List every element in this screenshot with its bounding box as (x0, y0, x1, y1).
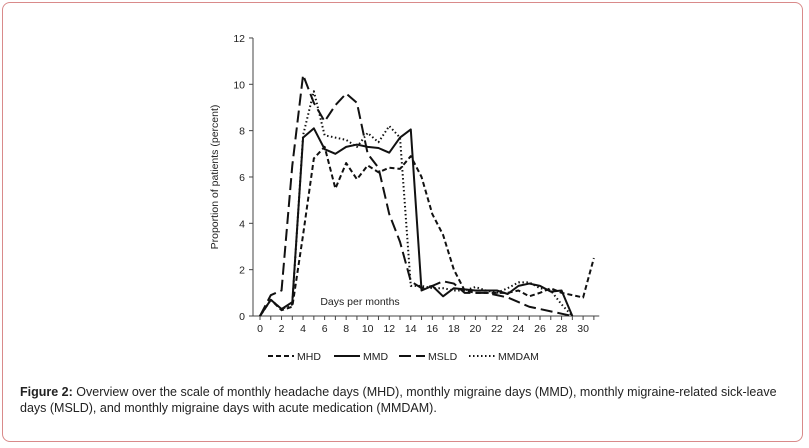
caption-text: Overview over the scale of monthly heada… (20, 385, 777, 415)
y-tick-label: 4 (239, 218, 245, 230)
series-line-mhd (259, 145, 595, 317)
x-tick-label: 8 (343, 323, 349, 335)
legend-label-mmd: MMD (363, 351, 388, 363)
x-tick-label: 12 (383, 323, 395, 335)
x-tick-label: 4 (300, 323, 306, 335)
y-tick-label: 8 (239, 126, 245, 138)
legend-label-msld: MSLD (428, 351, 458, 363)
figure-frame (2, 2, 803, 442)
x-tick-label: 24 (513, 323, 525, 335)
x-tick-label: 10 (362, 323, 374, 335)
x-tick-label: 20 (470, 323, 482, 335)
figure-caption: Figure 2: Overview over the scale of mon… (20, 384, 795, 416)
series-line-mmd (259, 127, 574, 317)
x-tick-label: 22 (491, 323, 503, 335)
x-tick-label: 28 (556, 323, 568, 335)
x-tick-label: 2 (279, 323, 285, 335)
x-tick-label: 6 (322, 323, 328, 335)
x-tick-label: 18 (448, 323, 460, 335)
x-tick-label: 16 (426, 323, 438, 335)
x-axis-label: Days per months (320, 296, 399, 308)
y-tick-label: 12 (233, 33, 245, 45)
y-tick-label: 10 (233, 79, 245, 91)
x-tick-label: 14 (405, 323, 417, 335)
legend-label-mmdam: MMDAM (498, 351, 539, 363)
y-axis-label: Proportion of patients (percent) (209, 105, 221, 250)
y-tick-label: 2 (239, 265, 245, 277)
x-tick-label: 30 (577, 323, 589, 335)
caption-label: Figure 2: (20, 385, 73, 399)
legend-label-mhd: MHD (297, 351, 321, 363)
x-tick-label: 0 (257, 323, 263, 335)
y-tick-label: 0 (239, 311, 245, 323)
y-tick-label: 6 (239, 172, 245, 184)
series-line-mmdam (259, 90, 574, 317)
x-tick-label: 26 (534, 323, 546, 335)
